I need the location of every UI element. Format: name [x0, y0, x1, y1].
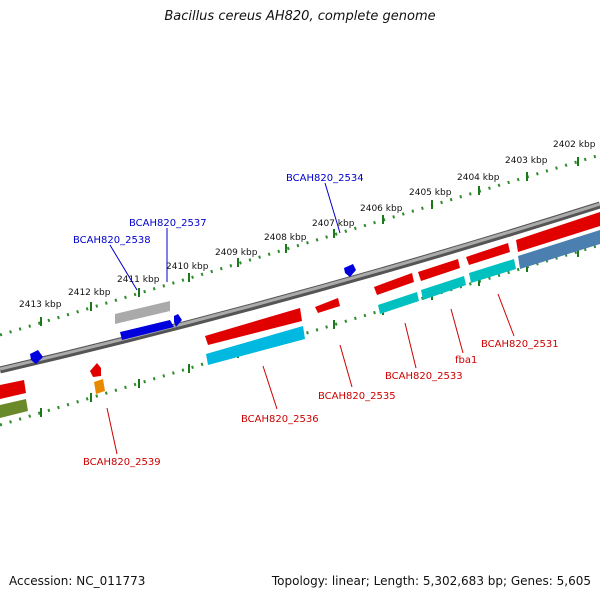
reverse-genes [0, 230, 600, 418]
tick-label-2410: 2410 kbp [166, 262, 209, 272]
label-BCAH820_2537[interactable]: BCAH820_2537 [129, 218, 207, 229]
label-BCAH820_2531[interactable]: BCAH820_2531 [481, 339, 559, 350]
gene-left-red-block[interactable] [0, 380, 26, 399]
gene-teal-2533[interactable] [378, 292, 419, 314]
tick-label-2413: 2413 kbp [19, 300, 62, 310]
bottom-leader-lines [106, 293, 515, 455]
gene-fba1-arrow[interactable] [418, 259, 460, 281]
top-leader-lines [109, 182, 341, 291]
gene-steelblue[interactable] [518, 230, 600, 269]
genome-backbone [0, 201, 600, 374]
gene-small-blue-arrow[interactable] [174, 314, 182, 327]
gene-olive-left[interactable] [0, 399, 28, 418]
label-fba1[interactable]: fba1 [455, 355, 477, 366]
label-BCAH820_2534[interactable]: BCAH820_2534 [286, 173, 364, 184]
tick-label-2407: 2407 kbp [312, 219, 355, 229]
tick-label-2402: 2402 kbp [553, 140, 596, 150]
gene-BCAH820_2535-arrow[interactable] [315, 298, 340, 313]
gene-grey-block[interactable] [115, 301, 170, 324]
gene-BCAH820_2531-arrow[interactable] [516, 212, 600, 252]
tick-label-2406: 2406 kbp [360, 204, 403, 214]
label-BCAH820_2536[interactable]: BCAH820_2536 [241, 414, 319, 425]
tick-label-2404: 2404 kbp [457, 173, 500, 183]
genome-title: Bacillus cereus AH820, complete genome [164, 9, 436, 24]
gene-small-red-2539[interactable] [90, 363, 101, 377]
accession-text: Accession: NC_011773 [9, 574, 146, 588]
label-BCAH820_2538[interactable]: BCAH820_2538 [73, 235, 151, 246]
tick-label-2409: 2409 kbp [215, 248, 258, 258]
gene-BCAH820_2533-arrow[interactable] [374, 273, 414, 295]
tick-label-2405: 2405 kbp [409, 188, 452, 198]
forward-genes [0, 212, 600, 399]
gene-cyan-2536[interactable] [206, 326, 305, 365]
gene-teal-fba1[interactable] [421, 276, 466, 300]
gene-red-arrow-465[interactable] [466, 243, 510, 265]
tick-label-2411: 2411 kbp [117, 275, 160, 285]
tick-label-2408: 2408 kbp [264, 233, 307, 243]
gene-BCAH820_2538-arrow[interactable] [120, 320, 174, 340]
tick-label-2412: 2412 kbp [68, 288, 111, 298]
label-BCAH820_2535[interactable]: BCAH820_2535 [318, 391, 396, 402]
outer-major-ticks [40, 157, 579, 326]
gene-blue-small-2534[interactable] [344, 264, 356, 277]
gene-BCAH820_2536-arrow[interactable] [205, 308, 302, 345]
gene-blue-arrow-left[interactable] [30, 350, 43, 364]
genome-summary-text: Topology: linear; Length: 5,302,683 bp; … [271, 574, 591, 588]
gene-orange[interactable] [94, 379, 105, 394]
gene-teal-2531a[interactable] [469, 259, 516, 283]
tick-label-2403: 2403 kbp [505, 156, 548, 166]
label-BCAH820_2539[interactable]: BCAH820_2539 [83, 457, 161, 468]
label-BCAH820_2533[interactable]: BCAH820_2533 [385, 371, 463, 382]
